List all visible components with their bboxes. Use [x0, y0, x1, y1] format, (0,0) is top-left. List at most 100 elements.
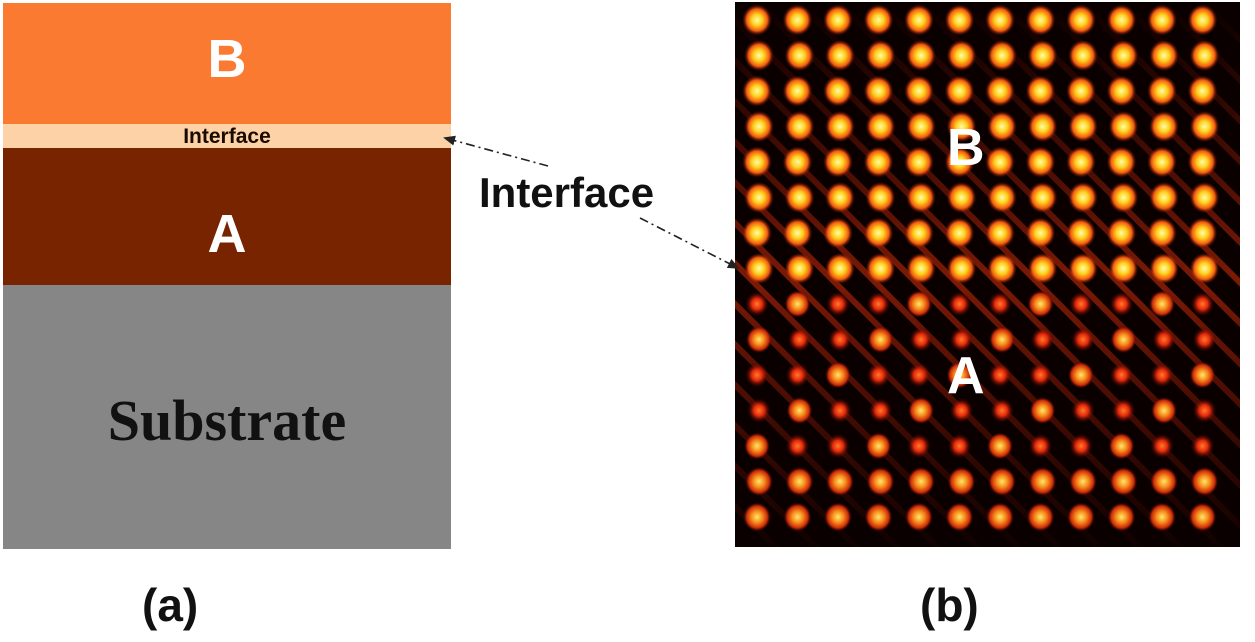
arrow-to-schematic-interface	[443, 135, 549, 167]
atom-column	[1108, 432, 1135, 460]
atom-column	[905, 502, 933, 532]
atom-column	[987, 252, 1017, 285]
atom-column	[909, 326, 933, 353]
atom-column	[1149, 110, 1179, 143]
atom-column	[828, 397, 852, 424]
atom-column	[1111, 397, 1136, 424]
atom-column	[744, 432, 770, 460]
atom-column	[744, 110, 774, 143]
atom-column	[1147, 75, 1177, 107]
atom-column	[825, 252, 855, 285]
substrate-layer: Substrate	[3, 285, 451, 549]
atom-column	[825, 110, 855, 143]
atom-column	[1030, 326, 1055, 353]
atom-column	[1149, 181, 1179, 214]
atom-column	[782, 146, 813, 178]
atom-column	[1150, 362, 1174, 388]
atom-column	[1027, 181, 1058, 214]
atom-column	[825, 181, 855, 214]
atom-column	[865, 39, 896, 72]
atom-column	[863, 146, 894, 178]
image-label-a: A	[947, 347, 985, 405]
atom-column	[785, 433, 810, 459]
atom-column	[904, 217, 934, 249]
atom-column	[944, 75, 975, 107]
atom-column	[904, 146, 934, 178]
atom-column	[865, 110, 896, 143]
atom-column	[825, 39, 855, 72]
atom-column	[1028, 466, 1057, 497]
atom-column	[1109, 362, 1134, 388]
atom-column	[904, 4, 934, 36]
atom-column	[1069, 466, 1097, 497]
atom-column	[823, 75, 853, 107]
atom-column	[865, 252, 896, 285]
atom-column	[1189, 361, 1216, 389]
atom-column	[945, 502, 974, 532]
atom-column	[1068, 361, 1094, 389]
atom-column	[1067, 502, 1095, 532]
atom-column	[1027, 252, 1058, 285]
atom-column	[1106, 217, 1137, 249]
atom-column	[742, 217, 772, 249]
atom-column	[782, 4, 813, 36]
atom-column	[863, 4, 894, 36]
atom-column	[1027, 110, 1058, 143]
atom-column	[947, 433, 972, 459]
atom-column	[1028, 433, 1053, 459]
atom-column	[988, 291, 1012, 317]
atom-column	[1106, 4, 1137, 36]
atom-column	[1106, 146, 1137, 178]
atom-column	[784, 290, 811, 318]
atom-column	[949, 326, 974, 353]
substrate-label: Substrate	[107, 388, 347, 453]
atom-column	[907, 362, 931, 388]
atom-column	[826, 466, 854, 497]
atom-column	[1066, 75, 1096, 107]
atom-column	[1068, 39, 1098, 72]
atom-column	[866, 291, 891, 317]
atom-column	[782, 217, 813, 249]
layer-a-label: A	[207, 204, 247, 264]
atom-column	[987, 181, 1017, 214]
atom-column	[864, 502, 893, 532]
atom-column	[946, 181, 977, 214]
interface-layer-label: Interface	[183, 125, 271, 148]
atom-column	[1027, 290, 1054, 318]
atom-column	[944, 217, 975, 249]
atom-column	[1068, 252, 1098, 285]
atom-column	[1066, 4, 1096, 36]
atom-column	[1106, 75, 1137, 107]
atom-column	[987, 110, 1017, 143]
atom-column	[867, 325, 894, 354]
atom-column	[742, 75, 772, 107]
atom-column	[782, 75, 813, 107]
atom-column	[1025, 217, 1056, 249]
atom-column	[1188, 502, 1217, 532]
atom-column	[826, 291, 850, 317]
atom-column	[990, 397, 1014, 424]
atom-column	[863, 75, 894, 107]
atom-column	[1071, 326, 1095, 353]
atom-column	[865, 181, 896, 214]
atom-column	[985, 146, 1015, 178]
atom-column	[1066, 146, 1096, 178]
atom-column	[823, 146, 853, 178]
atom-column	[1189, 39, 1220, 72]
atom-column	[1187, 4, 1218, 36]
atom-column	[1025, 146, 1056, 178]
atom-column	[1068, 181, 1098, 214]
atom-column	[987, 432, 1013, 460]
atom-column	[1108, 181, 1139, 214]
atom-column	[946, 39, 977, 72]
atom-column	[1149, 39, 1179, 72]
layer-a: A	[3, 148, 451, 285]
atom-column	[1190, 433, 1215, 459]
atom-column	[825, 361, 851, 389]
atom-column	[743, 502, 771, 532]
atom-column	[1192, 397, 1217, 424]
atom-column	[906, 181, 936, 214]
atom-column	[1025, 4, 1056, 36]
atom-column	[785, 466, 814, 497]
